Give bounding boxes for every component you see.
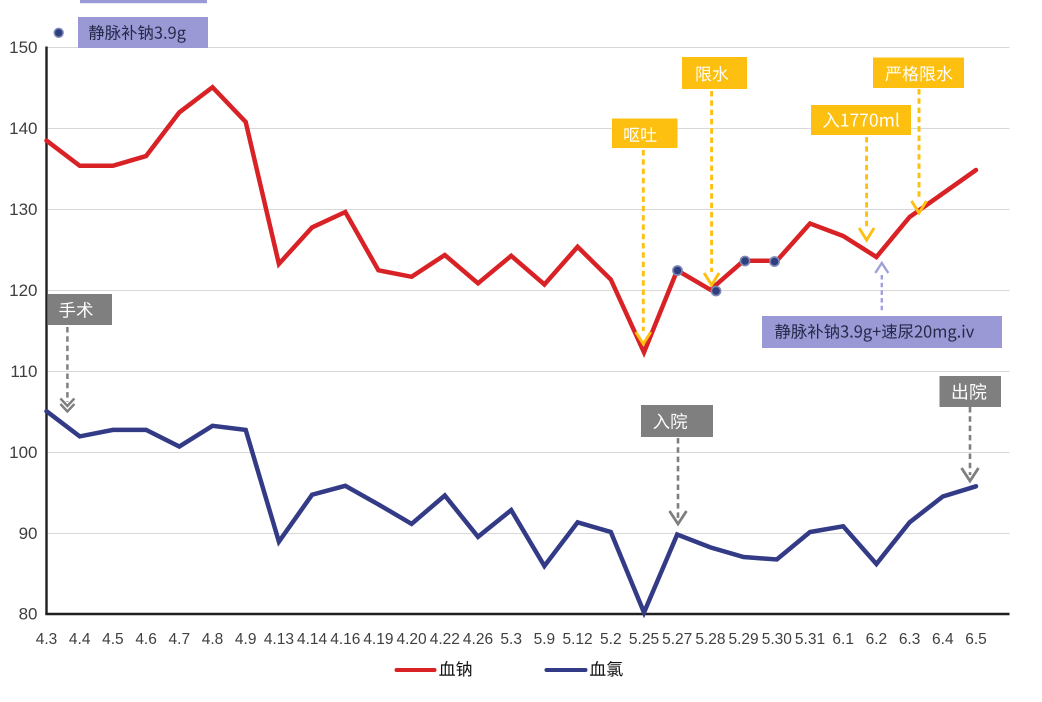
svg-text:4.8: 4.8	[202, 631, 224, 648]
svg-text:90: 90	[19, 524, 38, 543]
svg-text:4.22: 4.22	[430, 631, 460, 648]
svg-text:4.6: 4.6	[135, 631, 157, 648]
svg-text:4.4: 4.4	[69, 631, 91, 648]
svg-text:4.14: 4.14	[297, 631, 328, 648]
svg-text:6.1: 6.1	[832, 631, 854, 648]
svg-text:5.28: 5.28	[695, 631, 725, 648]
svg-text:6.5: 6.5	[965, 631, 987, 648]
svg-text:4.19: 4.19	[363, 631, 393, 648]
svg-text:6.2: 6.2	[866, 631, 888, 648]
svg-text:130: 130	[9, 200, 37, 219]
svg-text:150: 150	[9, 38, 37, 57]
svg-text:4.16: 4.16	[330, 631, 360, 648]
svg-text:100: 100	[9, 443, 37, 462]
svg-text:5.12: 5.12	[563, 631, 593, 648]
svg-text:140: 140	[9, 119, 37, 138]
svg-text:4.3: 4.3	[36, 631, 58, 648]
svg-text:5.9: 5.9	[534, 631, 556, 648]
svg-text:5.31: 5.31	[795, 631, 825, 648]
svg-text:110: 110	[10, 362, 37, 381]
svg-text:4.26: 4.26	[463, 631, 493, 648]
svg-text:4.13: 4.13	[264, 631, 294, 648]
svg-text:4.5: 4.5	[102, 631, 124, 648]
svg-text:5.25: 5.25	[629, 631, 659, 648]
svg-text:5.30: 5.30	[762, 631, 793, 648]
svg-text:120: 120	[9, 281, 37, 300]
svg-text:6.3: 6.3	[899, 631, 921, 648]
svg-text:4.9: 4.9	[235, 631, 257, 648]
svg-text:5.2: 5.2	[600, 631, 622, 648]
svg-text:4.20: 4.20	[397, 631, 428, 648]
svg-text:5.3: 5.3	[500, 631, 522, 648]
svg-text:6.4: 6.4	[932, 631, 954, 648]
svg-text:5.29: 5.29	[729, 631, 759, 648]
svg-text:80: 80	[19, 605, 38, 624]
svg-text:5.27: 5.27	[662, 631, 692, 648]
svg-text:4.7: 4.7	[169, 631, 191, 648]
